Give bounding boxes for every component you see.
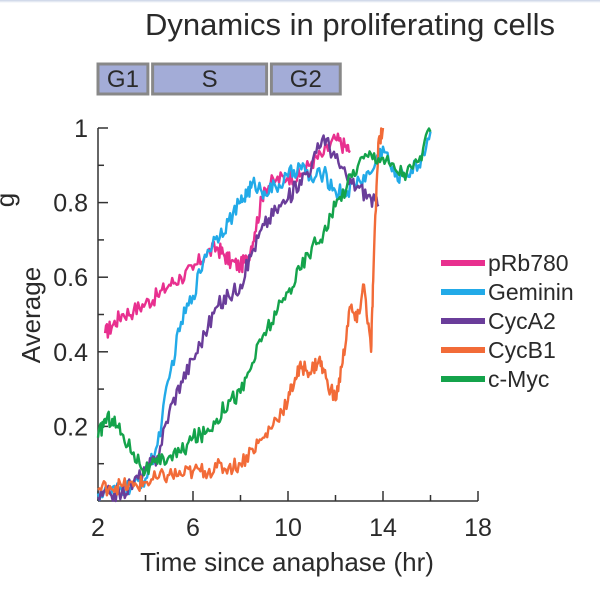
phase-box-g1 xyxy=(96,62,150,96)
legend-label-cycb1: CycB1 xyxy=(488,337,556,363)
chart-legend: pRb780 Geminin CycA2 CycB1 c-Myc xyxy=(441,250,574,392)
legend-label-geminin: Geminin xyxy=(488,279,574,305)
x-tick-label: 18 xyxy=(464,514,492,542)
phase-label-s: S xyxy=(202,66,218,93)
x-tick-label: 10 xyxy=(274,514,302,542)
y-tick-label: 0.8 xyxy=(53,190,88,218)
phase-box-s xyxy=(151,62,269,96)
y-tick-label: 0.2 xyxy=(53,413,88,441)
y-tick-label: 0.6 xyxy=(53,264,88,292)
phase-label-g1: G1 xyxy=(107,66,139,93)
phase-box-g2 xyxy=(269,62,342,96)
phase-label-g2: G2 xyxy=(290,66,322,93)
y-axis-label: Average xyxy=(16,267,46,363)
series-line-geminin xyxy=(96,131,432,502)
x-tick-label: 2 xyxy=(91,514,105,542)
y-tick-label: 1 xyxy=(74,115,88,143)
y-tick-label: 0.4 xyxy=(53,339,88,367)
cell-cycle-phase-bar: G1 S G2 xyxy=(96,62,342,96)
legend-label-prb780: pRb780 xyxy=(488,250,569,276)
y-axis-label-clipped-part: g xyxy=(0,193,20,207)
series-line-cycb1 xyxy=(97,127,385,497)
chart-title: Dynamics in proliferating cells xyxy=(145,7,555,42)
series-line-c-myc xyxy=(96,127,432,477)
x-axis-label: Time since anaphase (hr) xyxy=(140,547,434,577)
legend-label-cyca2: CycA2 xyxy=(488,308,556,334)
top-border xyxy=(0,0,600,3)
x-tick-label: 14 xyxy=(369,514,397,542)
series-layer xyxy=(96,127,432,503)
chart-axes: 2 6 10 14 18 0.2 0.4 0.6 0.8 1 xyxy=(53,115,492,542)
x-tick-label: 6 xyxy=(186,514,200,542)
legend-label-c-myc: c-Myc xyxy=(488,366,549,392)
